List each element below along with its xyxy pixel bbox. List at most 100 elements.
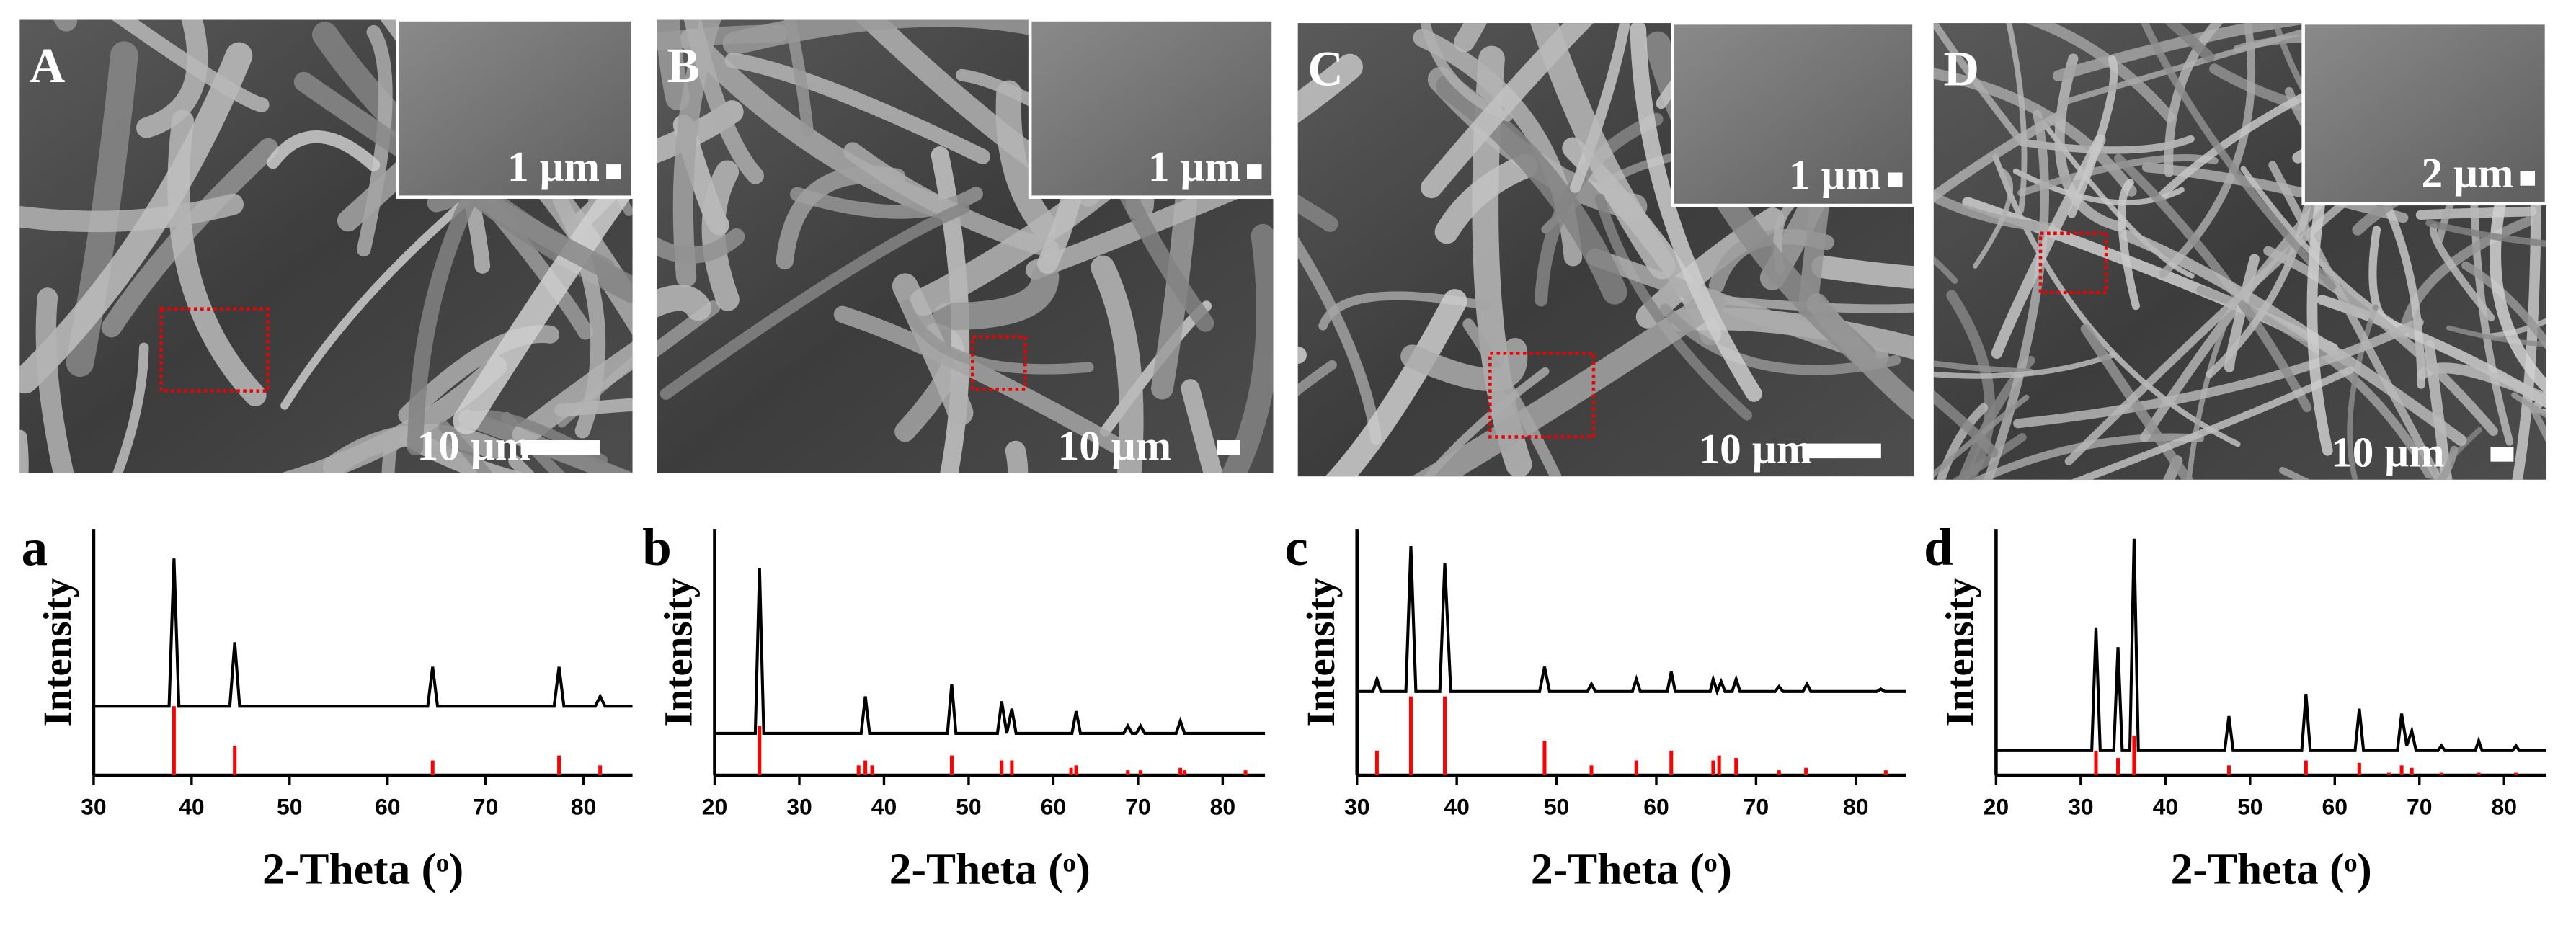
x-tick-label: 50: [1544, 794, 1570, 820]
fiber: [2118, 178, 2140, 311]
zoom-box: [159, 307, 270, 393]
fiber: [112, 19, 270, 112]
inset-scale-text: 1 µm: [507, 143, 600, 190]
x-axis-title: 2-Theta (ᵒ): [262, 844, 463, 893]
fiber: [2040, 120, 2195, 279]
fiber: [2025, 23, 2175, 123]
panel-label: d: [1924, 518, 1953, 576]
fiber: [2067, 55, 2118, 218]
panel-label: b: [642, 518, 672, 576]
fiber: [657, 19, 690, 110]
fiber: [2436, 445, 2459, 480]
fiber: [1719, 295, 1914, 313]
fiber: [783, 19, 814, 138]
x-tick-label: 40: [179, 794, 204, 820]
x-tick-label: 80: [1843, 794, 1869, 820]
fiber: [2415, 206, 2537, 220]
x-tick-label: 30: [1344, 794, 1370, 820]
scale-text: 10 µm: [1699, 425, 1813, 473]
fiber: [438, 421, 493, 473]
panel-label: c: [1284, 518, 1307, 576]
fiber: [2423, 339, 2453, 480]
xrd-pattern: [93, 558, 633, 708]
fiber: [1933, 112, 2064, 202]
x-tick-label: 20: [702, 794, 728, 820]
fiber: [2429, 223, 2495, 322]
fiber: [266, 130, 381, 171]
fiber: [2113, 153, 2312, 413]
fiber: [1005, 440, 1029, 473]
fiber: [2018, 135, 2195, 154]
x-tick-label: 50: [956, 794, 982, 820]
panel-label: B: [667, 38, 700, 93]
xrd-pattern: [714, 568, 1266, 735]
fiber: [1297, 236, 1382, 445]
fiber: [790, 187, 983, 219]
fiber: [1933, 256, 1958, 284]
fiber: [280, 355, 507, 473]
fiber: [833, 305, 1124, 454]
fiber: [512, 341, 633, 447]
sem-panel: D 2 µm 10 µm: [1933, 21, 2549, 480]
panel-label: a: [22, 518, 48, 576]
inset-image: [1671, 21, 1916, 207]
x-tick-label: 50: [277, 794, 303, 820]
fiber: [1933, 390, 1999, 458]
fiber: [1946, 290, 1995, 480]
fiber: [53, 19, 78, 32]
fiber: [1933, 191, 2056, 233]
x-axis-title: 2-Theta (ᵒ): [2171, 844, 2372, 893]
x-tick-label: 70: [1125, 794, 1151, 820]
x-tick-label: 40: [1444, 794, 1470, 820]
fiber: [400, 428, 525, 473]
y-axis-title: Intensity: [35, 578, 79, 727]
fiber: [1091, 255, 1144, 473]
fiber: [1411, 289, 1726, 477]
fiber: [2080, 323, 2194, 480]
fiber: [2164, 23, 2224, 177]
fiber: [995, 80, 1057, 239]
xrd-pattern: [1356, 545, 1906, 696]
x-tick-label: 60: [2322, 794, 2348, 820]
fiber: [35, 287, 74, 473]
fiber: [1659, 303, 1901, 375]
fiber: [19, 193, 244, 233]
fiber: [1973, 166, 2013, 269]
fiber: [724, 52, 990, 164]
fiber: [701, 160, 740, 311]
fiber: [2141, 162, 2409, 223]
y-axis-title: Intensity: [1937, 578, 1981, 727]
fiber: [1436, 74, 1627, 305]
fiber: [1933, 360, 2034, 375]
fiber: [1297, 53, 1363, 123]
sem-panel: C 1 µm 10 µm: [1297, 21, 1916, 477]
scale-bar: [1217, 440, 1240, 455]
x-tick-label: 30: [2068, 794, 2094, 820]
inset-image: [2301, 21, 2549, 206]
y-axis-title: Intensity: [657, 578, 701, 727]
fiber: [112, 342, 149, 473]
fiber: [933, 263, 1060, 331]
fiber: [1220, 223, 1274, 473]
fiber: [2278, 466, 2311, 480]
zoom-box: [971, 335, 1027, 391]
panel-label: C: [1307, 42, 1343, 97]
fiber: [1454, 23, 1488, 53]
fiber: [1936, 403, 1989, 480]
x-axis-title: 2-Theta (ᵒ): [889, 844, 1091, 893]
scale-text: 10 µm: [2331, 429, 2445, 476]
inset-scale-bar: [606, 164, 621, 179]
x-tick-label: 30: [81, 794, 106, 820]
fiber: [659, 202, 970, 400]
fiber: [2052, 23, 2312, 82]
fiber: [2263, 246, 2498, 437]
x-tick-label: 70: [473, 794, 499, 820]
x-tick-label: 40: [2153, 794, 2179, 820]
fiber: [2159, 23, 2256, 278]
xrd-pattern: [1996, 538, 2546, 752]
fiber: [136, 19, 208, 138]
fiber: [672, 19, 721, 287]
panel-label: A: [30, 38, 65, 93]
zoom-box: [2038, 231, 2108, 295]
